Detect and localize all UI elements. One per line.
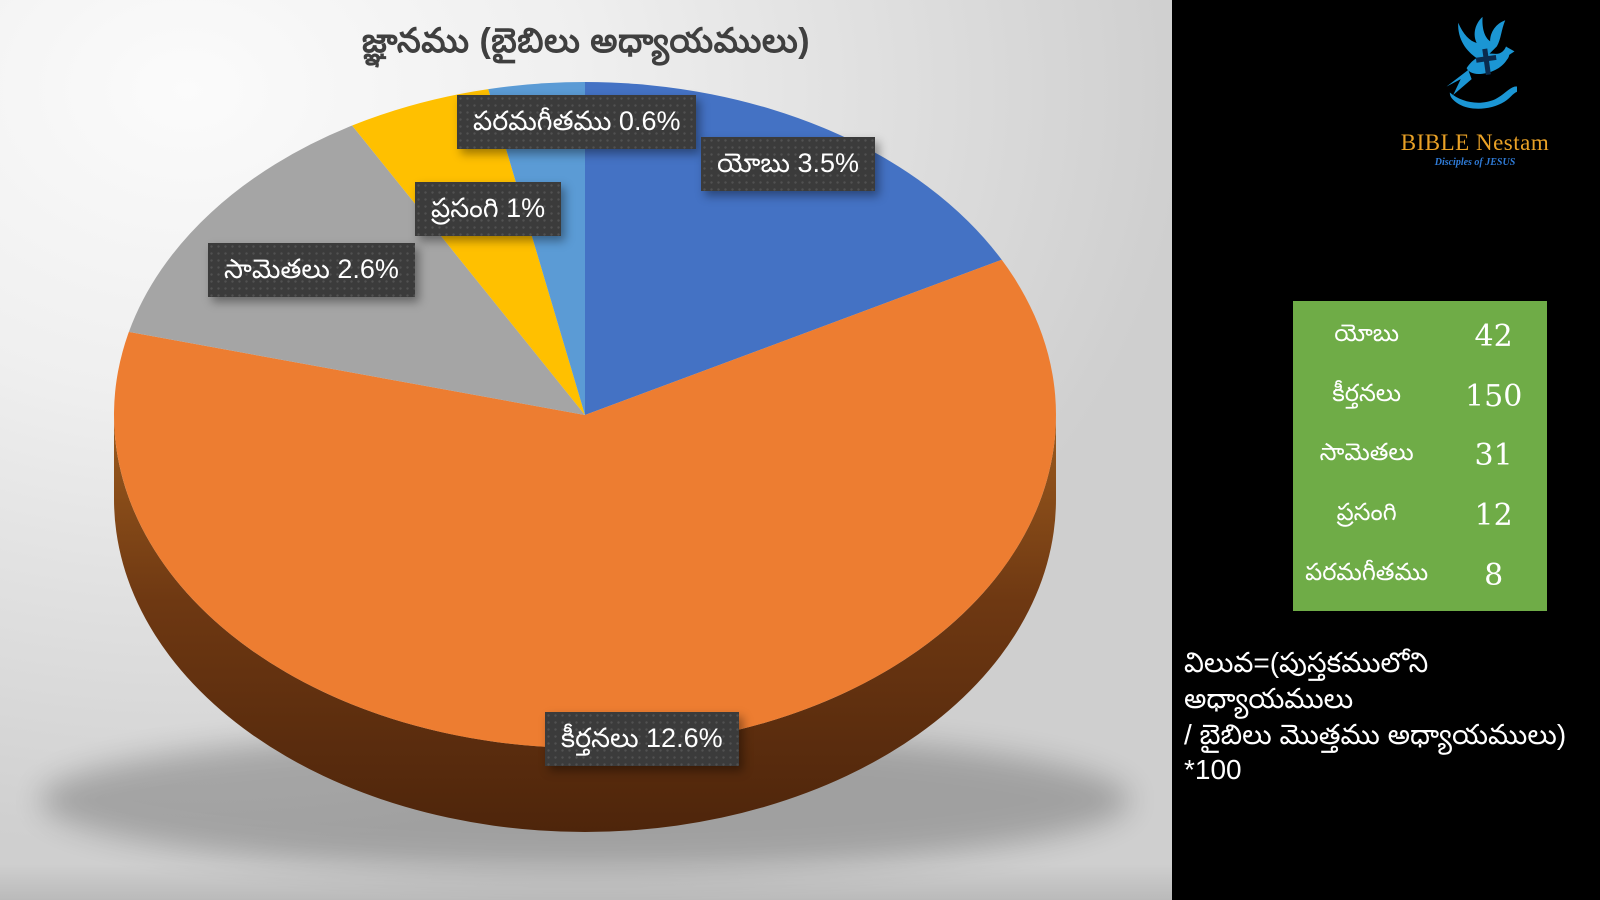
table-row-label: ప్రసంగి [1336, 499, 1397, 527]
formula-note: విలువ=(పుస్తకములోని అధ్యాయములు / బైబిలు … [1184, 647, 1567, 786]
table-row-psalms: కీర్తనలు 150 [1293, 368, 1547, 424]
table-row-value: 150 [1465, 378, 1523, 414]
pie-slices [114, 82, 1056, 748]
callout-ecclesiastes: ప్రసంగి 1% [415, 182, 562, 236]
pie-slice-ecclesiastes [352, 89, 585, 415]
pie-slice-job [585, 82, 1002, 415]
callout-psalms: కీర్తనలు 12.6% [545, 712, 739, 766]
chart-title: జ్ఞానము (బైబిలు అధ్యాయములు) [361, 22, 811, 60]
cross-icon [1475, 48, 1497, 75]
table-row-label: సామెతలు [1319, 439, 1414, 467]
table-row-label: యోబు [1334, 320, 1400, 348]
table-row-job: యోబు 42 [1293, 309, 1547, 365]
callout-proverbs: సామెతలు 2.6% [208, 243, 415, 297]
table-row-value: 42 [1474, 319, 1513, 355]
pie-slice-song-of-solomon [488, 82, 585, 415]
sidebar: BIBLE Nestam Disciples of JESUS యోబు 42 … [1172, 0, 1600, 900]
table-row-proverbs: సామెతలు 31 [1293, 428, 1547, 484]
callout-song-of-solomon: పరమగీతము 0.6% [457, 95, 697, 149]
logo: BIBLE Nestam Disciples of JESUS [1395, 10, 1555, 168]
chart-area: జ్ఞానము (బైబిలు అధ్యాయములు) పరమగీతము 0.6… [0, 0, 1172, 900]
pie-slice-psalms [114, 259, 1056, 748]
table-row-value: 8 [1484, 557, 1504, 593]
stats-table: యోబు 42 కీర్తనలు 150 సామెతలు 31 ప్రసంగి … [1293, 301, 1547, 611]
logo-name: BIBLE Nestam [1400, 130, 1550, 155]
pie-rim-side [114, 415, 1056, 832]
table-row-value: 12 [1474, 498, 1513, 534]
callout-job: యోబు 3.5% [701, 137, 876, 191]
table-row-song-of-solomon: పరమగీతము 8 [1293, 547, 1547, 603]
table-row-value: 31 [1474, 438, 1513, 474]
logo-tagline: Disciples of JESUS [1434, 157, 1516, 168]
pie-rim [114, 415, 1056, 832]
table-row-label: పరమగీతము [1305, 558, 1429, 586]
dove-cross-hand-icon [1446, 16, 1517, 109]
table-row-ecclesiastes: ప్రసంగి 12 [1293, 488, 1547, 544]
table-row-label: కీర్తనలు [1332, 379, 1402, 407]
